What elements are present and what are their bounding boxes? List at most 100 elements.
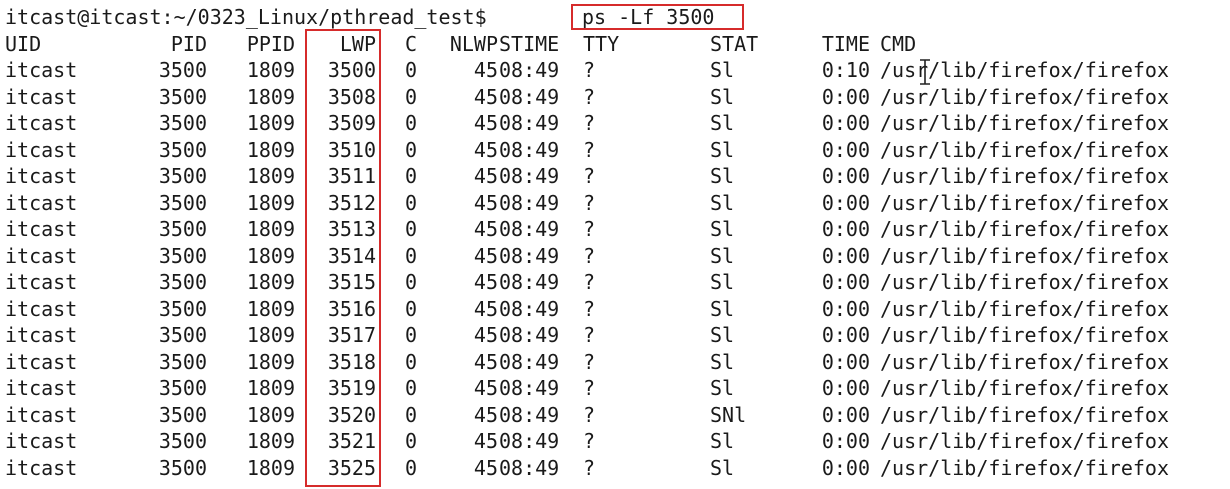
cell-lwp: 3521 — [327, 429, 376, 453]
cell-tty: ? — [583, 455, 596, 480]
cell-lwp: 3512 — [327, 190, 376, 215]
header-stat: STAT — [710, 32, 759, 56]
cell-pid: 3500 — [158, 429, 207, 453]
cell-ppid: 1809 — [246, 455, 295, 480]
cell-cmd: /usr/lib/firefox/firefox — [880, 349, 1169, 374]
cell-ppid: 1809 — [246, 402, 295, 427]
cell-uid: itcast — [5, 323, 78, 347]
cell-ppid: 1809 — [246, 217, 295, 241]
cell-cmd: /usr/lib/firefox/firefox — [880, 243, 1169, 268]
cell-stat: Sl — [710, 376, 735, 400]
cell-nlwp: 45 — [473, 137, 498, 162]
command-highlight-box — [571, 4, 744, 30]
cell-uid: itcast — [5, 455, 78, 480]
cell-pid: 3500 — [158, 349, 207, 374]
cell-c: 0 — [404, 164, 417, 188]
cell-nlwp: 45 — [473, 164, 498, 188]
cell-tty: ? — [583, 190, 596, 215]
cell-time: 0:00 — [821, 217, 870, 241]
cell-nlwp: 45 — [473, 58, 498, 82]
cell-pid: 3500 — [158, 296, 207, 321]
cell-ppid: 1809 — [246, 190, 295, 215]
cell-uid: itcast — [5, 296, 78, 321]
cell-cmd: /usr/lib/firefox/firefox — [880, 455, 1169, 480]
cell-tty: ? — [583, 217, 596, 241]
cell-nlwp: 45 — [473, 376, 498, 400]
cell-stat: Sl — [710, 270, 735, 294]
cell-c: 0 — [404, 402, 417, 427]
cell-stime: 08:49 — [499, 323, 560, 347]
cell-time: 0:00 — [821, 376, 870, 400]
cell-c: 0 — [404, 217, 417, 241]
cell-lwp: 3510 — [327, 137, 376, 162]
cell-lwp: 3515 — [327, 270, 376, 294]
cell-uid: itcast — [5, 402, 78, 427]
cell-stat: SNl — [710, 402, 747, 427]
cell-stat: Sl — [710, 349, 735, 374]
cell-stat: Sl — [710, 455, 735, 480]
cell-ppid: 1809 — [246, 58, 295, 82]
cell-time: 0:00 — [821, 429, 870, 453]
cell-time: 0:00 — [821, 349, 870, 374]
cell-nlwp: 45 — [473, 296, 498, 321]
cell-time: 0:10 — [821, 58, 870, 82]
header-nlwp: NLWP — [449, 32, 498, 56]
cell-stime: 08:49 — [499, 84, 560, 109]
cell-nlwp: 45 — [473, 190, 498, 215]
cell-ppid: 1809 — [246, 84, 295, 109]
cell-uid: itcast — [5, 164, 78, 188]
cell-tty: ? — [583, 84, 596, 109]
cell-nlwp: 45 — [473, 84, 498, 109]
cell-cmd: /usr/lib/firefox/firefox — [880, 429, 1169, 453]
cell-tty: ? — [583, 111, 596, 135]
cell-nlwp: 45 — [473, 349, 498, 374]
cell-stime: 08:49 — [499, 217, 560, 241]
cell-uid: itcast — [5, 270, 78, 294]
cell-ppid: 1809 — [246, 376, 295, 400]
header-uid: UID — [5, 32, 42, 56]
cell-c: 0 — [404, 137, 417, 162]
cell-tty: ? — [583, 402, 596, 427]
cell-stime: 08:49 — [499, 349, 560, 374]
cell-stat: Sl — [710, 164, 735, 188]
cell-cmd: /usr/lib/firefox/firefox — [880, 402, 1169, 427]
cell-nlwp: 45 — [473, 243, 498, 268]
cell-c: 0 — [404, 84, 417, 109]
cell-lwp: 3516 — [327, 296, 376, 321]
cell-stat: Sl — [710, 243, 735, 268]
cell-cmd: /usr/lib/firefox/firefox — [880, 323, 1169, 347]
cell-c: 0 — [404, 376, 417, 400]
cell-nlwp: 45 — [473, 402, 498, 427]
cell-c: 0 — [404, 111, 417, 135]
cell-c: 0 — [404, 296, 417, 321]
cell-uid: itcast — [5, 111, 78, 135]
cell-tty: ? — [583, 137, 596, 162]
cell-cmd: /usr/lib/firefox/firefox — [880, 111, 1169, 135]
cell-pid: 3500 — [158, 58, 207, 82]
cell-stat: Sl — [710, 429, 735, 453]
cell-stime: 08:49 — [499, 455, 560, 480]
header-time: TIME — [821, 32, 870, 56]
cell-ppid: 1809 — [246, 164, 295, 188]
cell-stat: Sl — [710, 296, 735, 321]
cell-tty: ? — [583, 270, 596, 294]
cell-uid: itcast — [5, 349, 78, 374]
cell-time: 0:00 — [821, 137, 870, 162]
shell-prompt: itcast@itcast:~/0323_Linux/pthread_test$ — [5, 5, 487, 29]
cell-tty: ? — [583, 376, 596, 400]
cell-time: 0:00 — [821, 84, 870, 109]
cell-ppid: 1809 — [246, 270, 295, 294]
cell-pid: 3500 — [158, 270, 207, 294]
cell-tty: ? — [583, 429, 596, 453]
cell-stime: 08:49 — [499, 137, 560, 162]
cell-nlwp: 45 — [473, 455, 498, 480]
cell-cmd: /usr/lib/firefox/firefox — [880, 164, 1169, 188]
cell-nlwp: 45 — [473, 323, 498, 347]
cell-time: 0:00 — [821, 323, 870, 347]
cell-lwp: 3511 — [327, 164, 376, 188]
cell-nlwp: 45 — [473, 217, 498, 241]
cell-pid: 3500 — [158, 402, 207, 427]
cell-tty: ? — [583, 243, 596, 268]
header-stime: STIME — [499, 32, 560, 56]
